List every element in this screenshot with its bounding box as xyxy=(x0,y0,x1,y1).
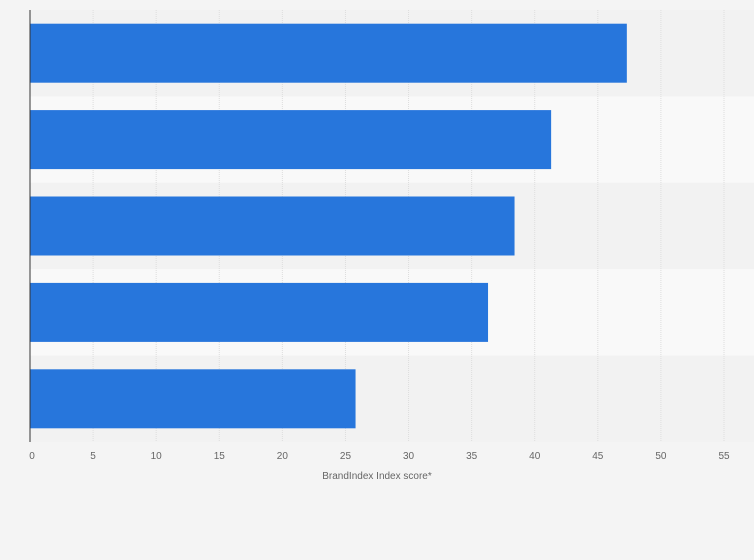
x-tick-label: 55 xyxy=(718,451,730,462)
x-tick-label: 35 xyxy=(466,451,478,462)
x-tick-label: 0 xyxy=(29,451,35,462)
x-axis-title: BrandIndex Index score* xyxy=(322,471,432,482)
x-axis: 0 5 10 15 20 25 30 35 40 45 50 55 xyxy=(29,451,730,462)
bar[interactable] xyxy=(30,196,515,256)
x-tick-label: 15 xyxy=(214,451,226,462)
x-tick-label: 45 xyxy=(592,451,604,462)
bars xyxy=(30,23,627,429)
x-tick-label: 30 xyxy=(403,451,415,462)
x-tick-label: 40 xyxy=(529,451,541,462)
x-tick-label: 20 xyxy=(277,451,289,462)
x-tick-label: 10 xyxy=(151,451,163,462)
x-tick-label: 5 xyxy=(90,451,96,462)
bar[interactable] xyxy=(30,369,356,429)
x-tick-label: 25 xyxy=(340,451,352,462)
bar[interactable] xyxy=(30,110,552,170)
bar[interactable] xyxy=(30,23,627,83)
x-tick-label: 50 xyxy=(655,451,667,462)
bar[interactable] xyxy=(30,282,489,342)
